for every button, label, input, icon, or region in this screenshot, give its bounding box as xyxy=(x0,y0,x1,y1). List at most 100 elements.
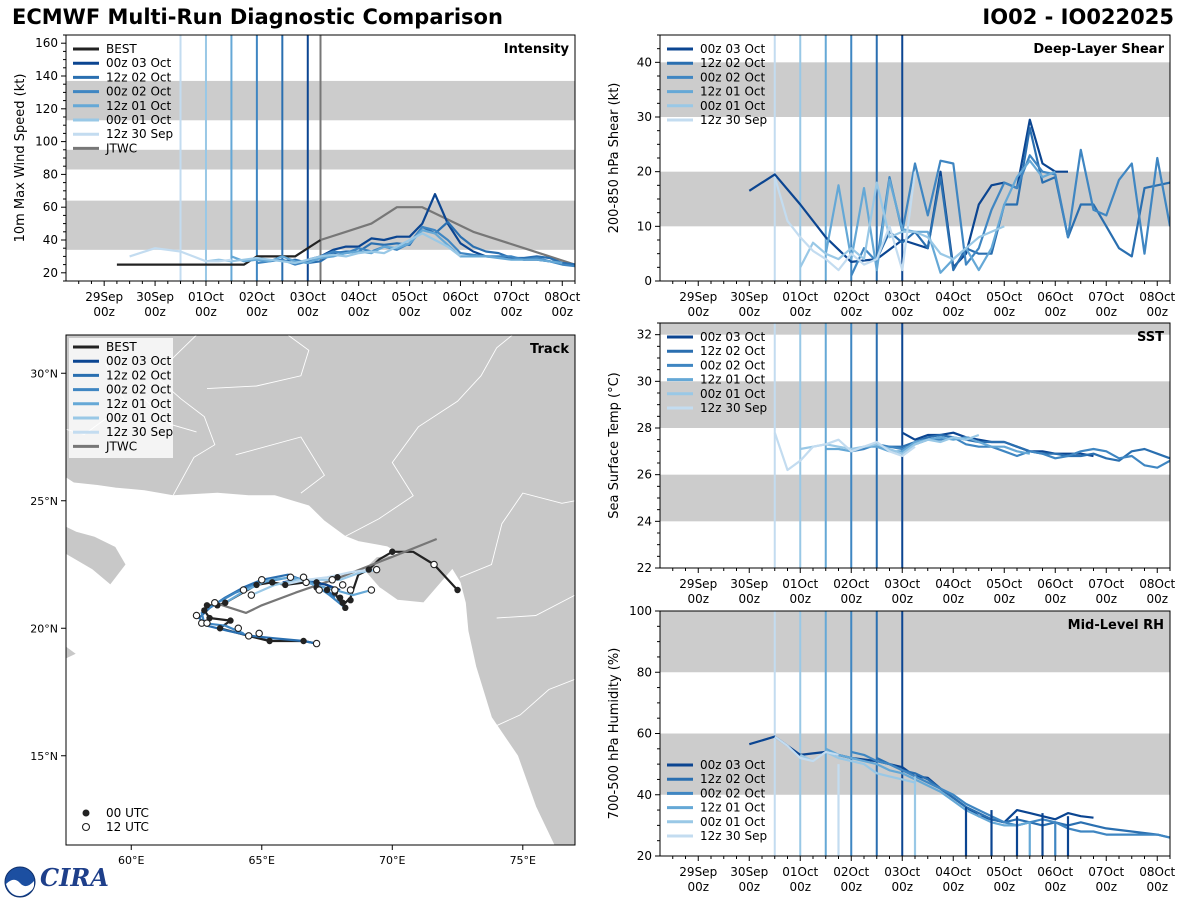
marker-00utc xyxy=(365,566,372,573)
landmass-oman xyxy=(66,525,127,586)
series-line xyxy=(231,229,563,265)
x-tick-label: 29Sep xyxy=(679,290,717,304)
landmass-oman-south xyxy=(66,645,78,660)
legend-label: 12z 01 Oct xyxy=(106,99,172,113)
y-tick-label: 30 xyxy=(637,374,652,388)
legend-label: 12z 01 Oct xyxy=(106,397,172,411)
x-tick-label: 00z xyxy=(993,880,1015,894)
plot-area xyxy=(660,611,1170,856)
x-tick-label: 00z xyxy=(246,305,268,319)
series-line xyxy=(875,126,1170,272)
x-tick-label: 00z xyxy=(738,592,760,606)
x-tick-label: 06Oct xyxy=(1037,865,1073,879)
y-tick-label: 20 xyxy=(637,165,652,179)
x-tick-label: 08Oct xyxy=(1139,865,1175,879)
marker-12utc xyxy=(255,629,263,638)
marker-00utc xyxy=(269,579,276,586)
y-tick-label: 60 xyxy=(637,727,652,741)
x-tick-label: 00z xyxy=(687,305,709,319)
x-tick-label: 05Oct xyxy=(986,865,1022,879)
panel-title: Deep-Layer Shear xyxy=(1033,42,1164,57)
x-tick-label: 60°E xyxy=(118,854,144,867)
x-tick-label: 00z xyxy=(687,592,709,606)
axes-frame xyxy=(65,334,576,846)
series-line xyxy=(205,232,462,265)
y-tick-label: 100 xyxy=(35,135,58,149)
legend-marker-00utc xyxy=(82,809,90,817)
y-axis-label: Sea Surface Temp (°C) xyxy=(607,372,622,519)
x-tick-label: 00z xyxy=(1146,305,1168,319)
y-tick-label: 28 xyxy=(637,421,652,435)
legend-label: 00z 02 Oct xyxy=(106,85,172,99)
x-tick-label: 08Oct xyxy=(544,290,580,304)
x-tick-label: 00z xyxy=(1044,305,1066,319)
plot-area xyxy=(660,35,1170,281)
marker-00utc xyxy=(339,599,346,606)
x-tick-label: 04Oct xyxy=(341,290,377,304)
country-border xyxy=(154,335,216,496)
marker-00utc xyxy=(347,597,354,604)
legend-label: JTWC xyxy=(105,439,137,453)
x-tick-label: 65°E xyxy=(249,854,275,867)
marker-12utc xyxy=(203,619,211,627)
x-tick-label: 07Oct xyxy=(1088,577,1124,591)
y-axis-label: 700-500 hPa Humidity (%) xyxy=(607,648,622,820)
x-tick-label: 07Oct xyxy=(1088,290,1124,304)
x-tick-label: 29Sep xyxy=(679,865,717,879)
y-tick-label: 15°N xyxy=(30,750,58,763)
x-tick-label: 00z xyxy=(840,880,862,894)
country-border xyxy=(345,335,513,537)
x-tick-label: 06Oct xyxy=(442,290,478,304)
legend-label: 00z 01 Oct xyxy=(700,99,766,113)
x-tick-label: 30Sep xyxy=(730,577,768,591)
panel-title: Mid-Level RH xyxy=(1068,618,1164,633)
series-line xyxy=(850,148,1170,276)
legend-label: 00z 01 Oct xyxy=(700,815,766,829)
y-tick-label: 24 xyxy=(637,514,652,528)
marker-12utc xyxy=(346,586,355,594)
y-tick-label: 140 xyxy=(35,69,58,83)
x-tick-label: 00z xyxy=(789,880,811,894)
x-tick-label: 03Oct xyxy=(290,290,326,304)
x-tick-label: 07Oct xyxy=(1088,865,1124,879)
threshold-band xyxy=(660,171,1170,227)
y-tick-label: 32 xyxy=(637,328,652,342)
legend-label: 12z 02 Oct xyxy=(106,70,172,84)
legend-label: 12z 02 Oct xyxy=(700,56,766,70)
series-line xyxy=(851,436,1170,469)
legend-label: 00z 02 Oct xyxy=(700,358,766,372)
x-tick-label: 29Sep xyxy=(679,577,717,591)
marker-00utc xyxy=(389,548,396,555)
x-tick-label: 00z xyxy=(501,305,523,319)
x-tick-label: 01Oct xyxy=(782,290,818,304)
legend-label: 12z 01 Oct xyxy=(700,85,766,99)
y-tick-label: 40 xyxy=(637,788,652,802)
marker-12utc xyxy=(192,611,201,620)
legend-label: 00z 02 Oct xyxy=(700,70,766,84)
legend-label: 12z 01 Oct xyxy=(700,373,766,387)
plot-area xyxy=(660,323,1170,568)
x-tick-label: 00z xyxy=(195,305,217,319)
series-line xyxy=(773,171,917,272)
x-tick-label: 00z xyxy=(789,305,811,319)
x-tick-label: 30Sep xyxy=(136,290,174,304)
series-line xyxy=(320,206,575,266)
x-tick-label: 00z xyxy=(942,305,964,319)
x-tick-label: 75°E xyxy=(510,854,536,867)
y-tick-label: 80 xyxy=(637,665,652,679)
x-tick-label: 00z xyxy=(93,305,115,319)
legend-label: 00z 02 Oct xyxy=(106,383,172,397)
threshold-band xyxy=(660,611,1170,673)
x-tick-label: 01Oct xyxy=(188,290,224,304)
country-border xyxy=(496,594,575,619)
series-line xyxy=(825,747,1031,827)
y-tick-label: 22 xyxy=(637,561,652,575)
marker-00utc xyxy=(222,599,229,606)
x-tick-label: 01Oct xyxy=(782,577,818,591)
x-tick-label: 06Oct xyxy=(1037,577,1073,591)
y-tick-label: 30°N xyxy=(30,367,58,380)
x-tick-label: 29Sep xyxy=(85,290,123,304)
legend-label: 00z 02 Oct xyxy=(700,786,766,800)
x-tick-label: 05Oct xyxy=(986,577,1022,591)
